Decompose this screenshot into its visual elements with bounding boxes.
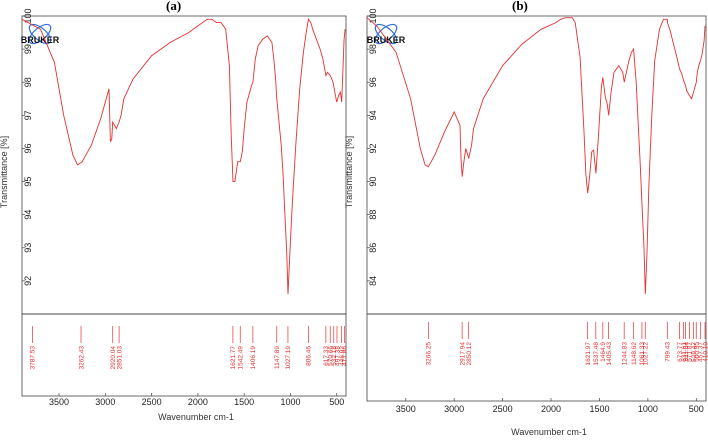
peak-label: 1061.33 [639,342,646,366]
panel-b-bruker-logo: BRUKER [367,23,406,45]
peak-label: 497.38 [334,346,341,366]
peak-label: 1147.89 [274,346,281,369]
x-tick-label: 3500 [396,404,416,414]
y-tick-label: 92 [368,143,378,153]
peak-label: 1537.48 [593,342,600,366]
panel-a-plot-frame [21,15,347,315]
panel-b-y-axis-label: Transmittance [%] [344,136,354,208]
panel-a-logo-text: BRUKER [21,35,60,45]
y-tick-label: 92 [23,276,33,286]
peak-label: 570.66 [328,346,335,366]
y-tick-label: 95 [23,177,33,187]
x-tick-label: 1500 [589,404,609,414]
x-tick-label: 1000 [280,397,300,407]
panel-a-peak-frame [21,313,347,397]
y-tick-label: 99 [23,44,33,54]
peak-label: 1027.19 [285,346,292,370]
peak-label: 673.77 [677,342,684,362]
y-tick-label: 98 [368,44,378,54]
peak-label: 410.10 [702,342,708,362]
x-tick-label: 2000 [541,404,561,414]
peak-label: 1405.43 [606,342,613,366]
peak-label: 1406.19 [250,346,257,370]
peak-label: 457.37 [698,342,705,362]
peak-label: 799.43 [665,342,672,362]
y-tick-label: 96 [23,143,33,153]
panel-b-x-axis-label: Wavenumber cm-1 [511,427,587,437]
y-tick-label: 86 [368,243,378,253]
peak-label: 417.86 [342,346,349,366]
x-tick-label: 3000 [95,397,115,407]
peak-label: 2851.03 [116,346,123,370]
peak-label: 611.84 [683,342,690,362]
y-tick-label: 94 [23,210,33,220]
peak-label: 806.46 [306,346,313,366]
peak-label: 2920.04 [110,346,117,370]
peak-label: 446.92 [339,346,346,366]
x-tick-label: 3000 [444,404,464,414]
peak-label: 1464.9 [600,342,607,362]
y-tick-label: 90 [368,177,378,187]
y-tick-label: 93 [23,243,33,253]
panel-b-peak-frame [366,313,707,402]
panel-b: Transmittance [%] Wavenumber cm-1 BRUKER… [344,8,708,437]
panel-a-spectrum-line [21,18,346,295]
panel-b-label: (b) [512,0,528,13]
peak-label: 529.47 [691,342,698,362]
peak-label: 1027.22 [643,342,650,366]
peak-label: 3266.25 [426,342,433,366]
x-tick-label: 1500 [234,397,254,407]
y-tick-label: 88 [368,210,378,220]
panel-a: Transmittance [%] Wavenumber cm-1 BRUKER… [0,8,349,422]
panel-b-logo-text: BRUKER [367,35,406,45]
x-tick-label: 500 [329,397,344,407]
x-tick-label: 2500 [142,397,162,407]
y-tick-label: 94 [368,110,378,120]
panel-a-y-axis-label: Transmittance [%] [0,136,9,208]
x-tick-label: 2500 [493,404,513,414]
y-tick-label: 96 [368,77,378,87]
y-tick-label: 84 [368,276,378,286]
peak-label: 3787.53 [30,346,37,370]
panel-a-bruker-logo: BRUKER [21,23,60,45]
x-tick-label: 500 [689,404,704,414]
y-tick-label: 100 [368,8,378,23]
peak-label: 2850.12 [466,342,473,366]
peak-label: 1148.62 [631,342,638,365]
panel-a-label: (a) [166,0,182,13]
peak-label: 1621.97 [585,342,592,366]
x-tick-label: 3500 [49,397,69,407]
panel-b-spectrum-line [366,17,706,295]
peak-label: 617.33 [323,346,330,366]
peak-label: 3262.43 [78,346,85,370]
peak-label: 532.18 [331,346,338,366]
y-tick-label: 100 [23,8,33,23]
peak-label: 1244.83 [621,342,628,366]
y-tick-label: 97 [23,110,33,120]
peak-label: 631.61 [681,342,688,362]
peak-label: 571.87 [687,342,694,362]
y-tick-label: 98 [23,77,33,87]
peak-label: 2917.94 [459,342,466,366]
panel-a-x-axis-label: Wavenumber cm-1 [158,412,234,422]
x-tick-label: 1000 [638,404,658,414]
x-tick-label: 2000 [188,397,208,407]
peak-label: 500.95 [694,342,701,362]
peak-label: 1621.77 [230,346,237,370]
peak-label: 1542.49 [238,346,245,370]
